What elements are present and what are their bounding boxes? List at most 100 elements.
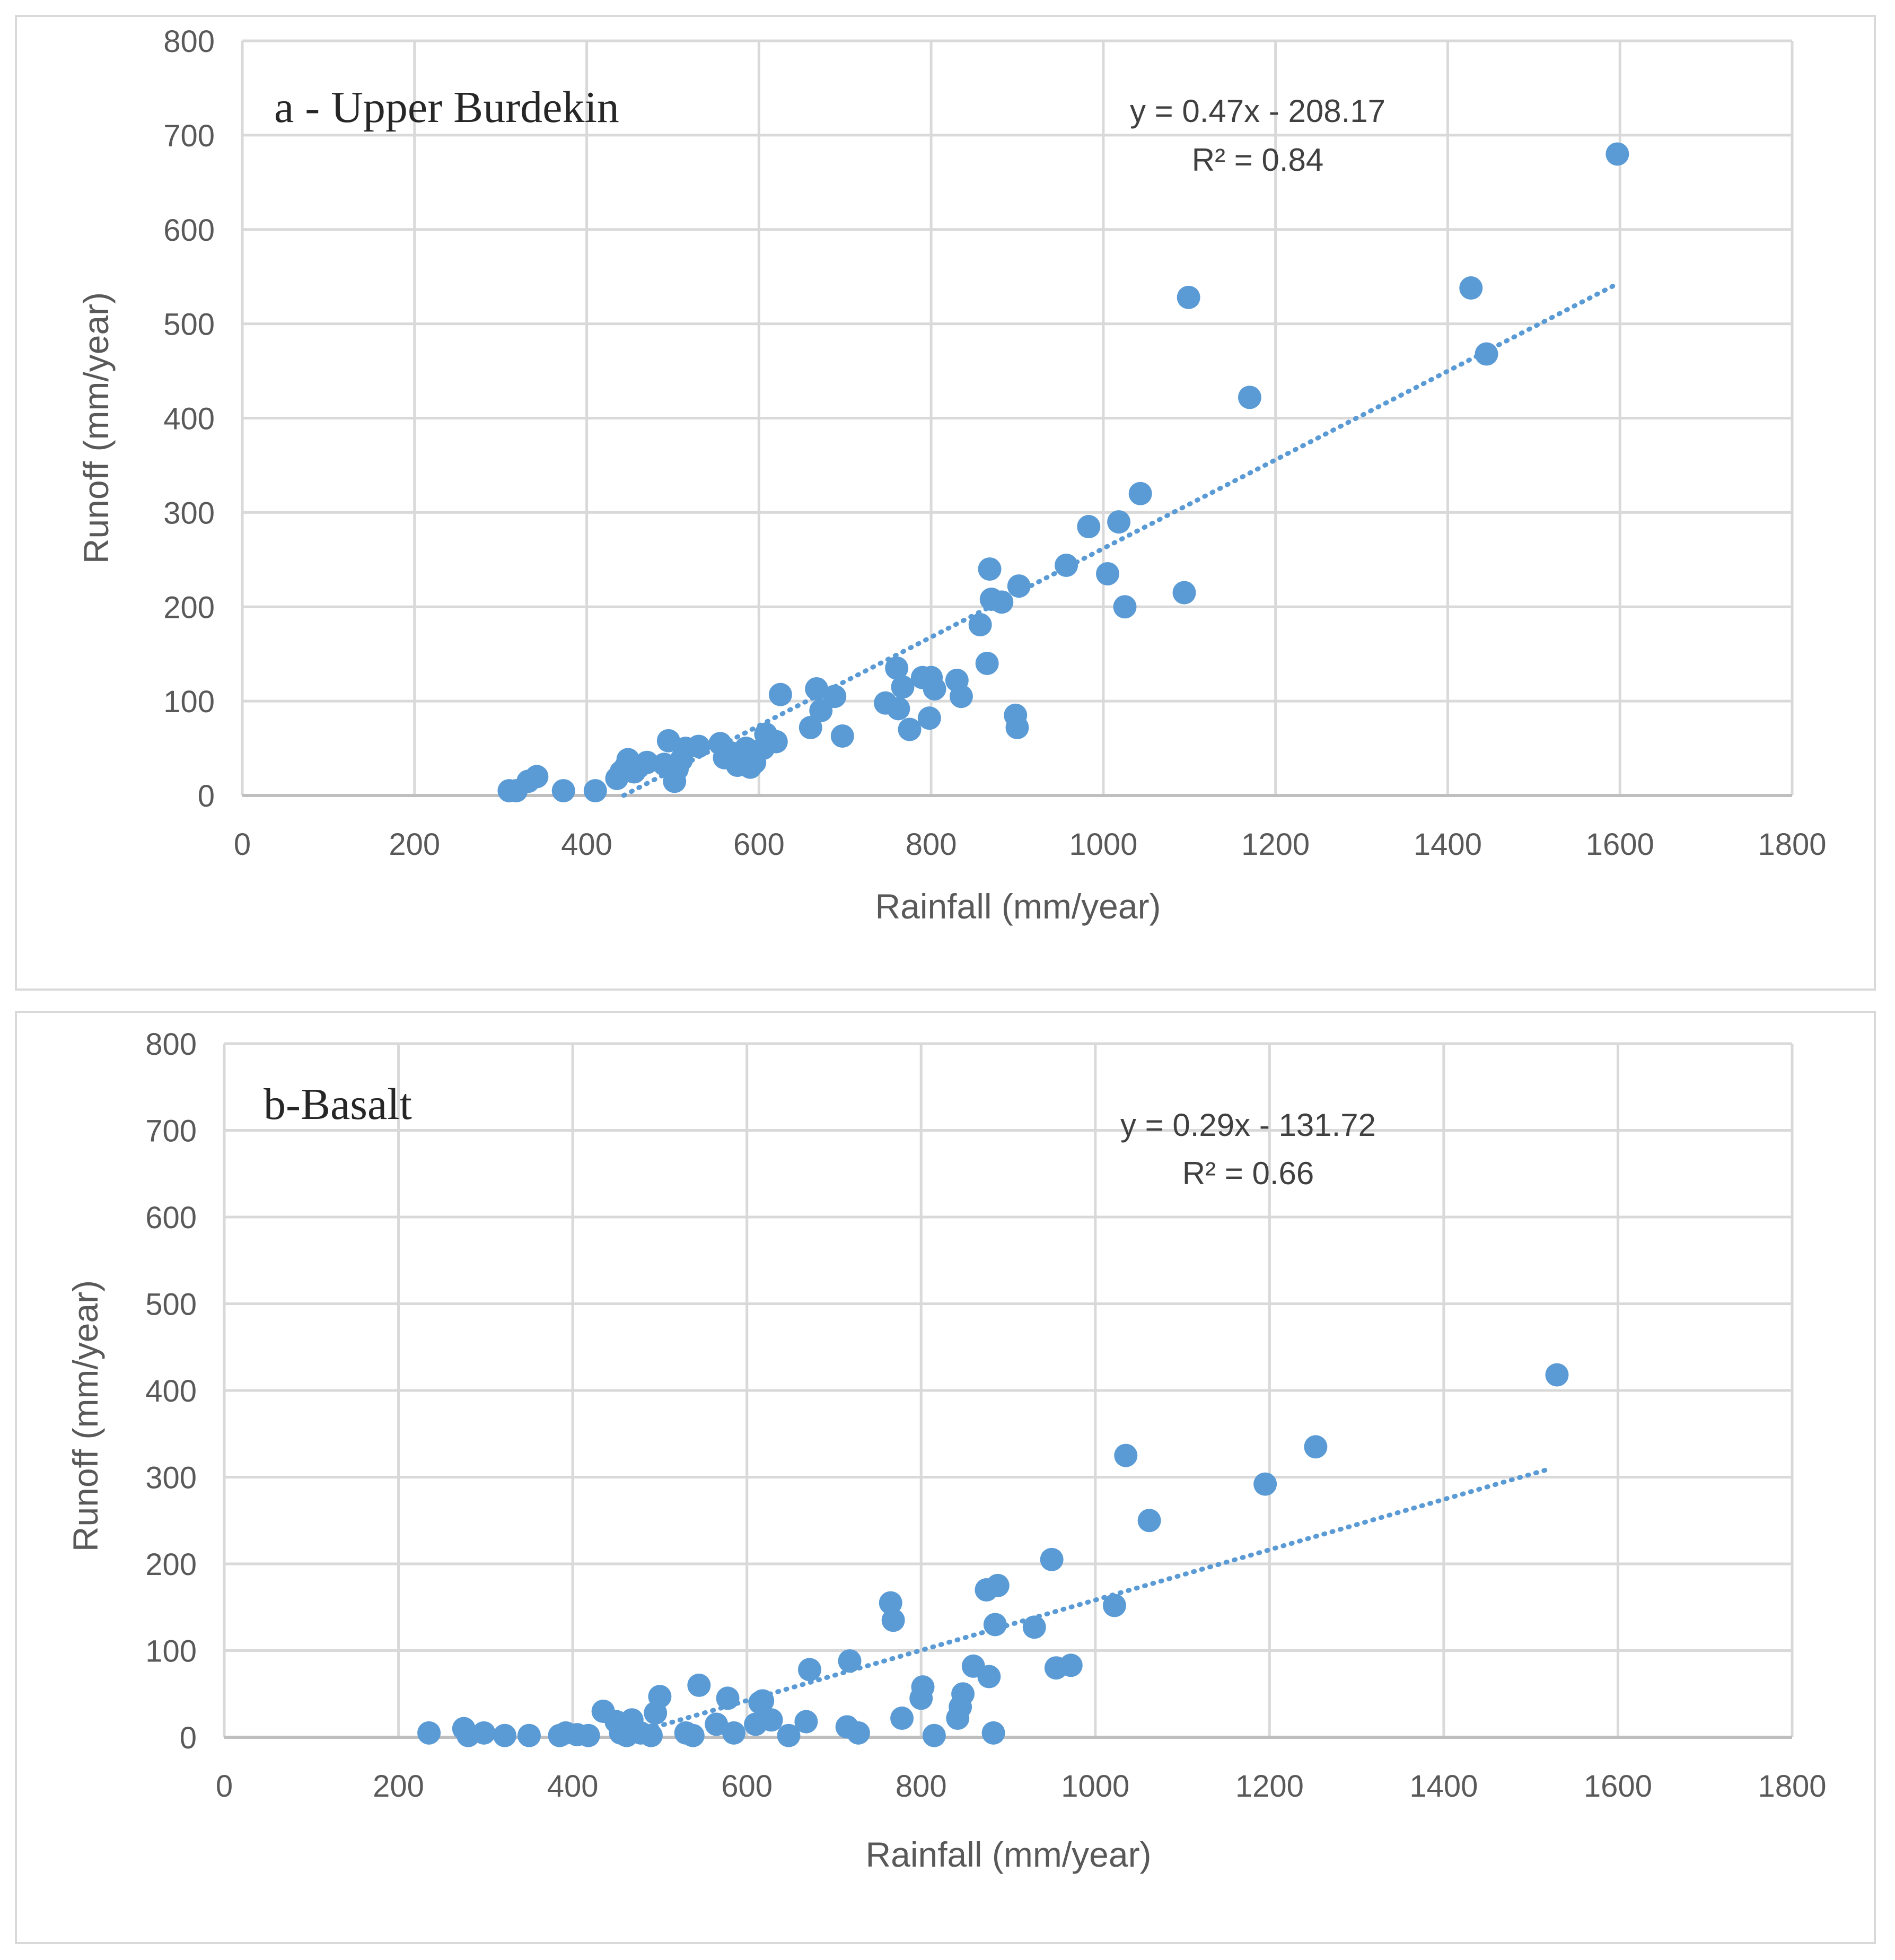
data-point-b xyxy=(1059,1653,1083,1677)
x-axis-title-a: Rainfall (mm/year) xyxy=(875,887,1161,926)
data-point-b xyxy=(951,1682,975,1706)
data-point-a xyxy=(799,715,822,739)
data-point-b xyxy=(493,1723,516,1747)
scatter-chart-a: 0 100 200 300 400 500 600 700 800 0 200 400 600 800 10… xyxy=(76,24,1827,926)
x-tick-label-a: 1000 xyxy=(1069,827,1137,862)
data-point-b xyxy=(797,1658,821,1682)
chart-title-a: a - Upper Burdekin xyxy=(274,83,619,132)
data-point-a xyxy=(635,750,659,774)
data-point-b xyxy=(890,1707,914,1730)
data-point-b xyxy=(981,1721,1005,1745)
y-tick-label-a: 500 xyxy=(163,308,215,342)
data-point-b xyxy=(517,1723,541,1747)
data-point-b xyxy=(681,1723,705,1747)
r-squared-a: R² = 0.84 xyxy=(1192,142,1323,178)
data-point-b xyxy=(751,1689,775,1713)
y-tick-label-a: 700 xyxy=(163,119,215,153)
y-tick-label-b: 800 xyxy=(145,1027,197,1062)
y-tick-label-b: 700 xyxy=(145,1114,197,1149)
y-tick-label-b: 200 xyxy=(145,1547,197,1582)
x-tick-label-a: 1200 xyxy=(1241,827,1310,862)
data-point-b xyxy=(1304,1435,1328,1459)
data-point-b xyxy=(716,1686,740,1710)
y-tick-label-b: 300 xyxy=(145,1461,197,1495)
data-point-a xyxy=(1077,515,1101,539)
data-point-a xyxy=(1113,595,1137,619)
x-tick-label-b: 1400 xyxy=(1409,1769,1478,1804)
x-tick-label-b: 1000 xyxy=(1061,1769,1129,1804)
x-tick-label-a: 400 xyxy=(561,827,612,862)
x-tick-label-b: 200 xyxy=(373,1769,424,1804)
data-point-b xyxy=(759,1708,783,1732)
data-point-b xyxy=(986,1573,1010,1597)
data-point-a xyxy=(823,685,847,708)
data-point-a xyxy=(1005,715,1029,739)
data-point-a xyxy=(1096,562,1120,585)
data-point-b xyxy=(879,1591,902,1615)
trend-equation-b: y = 0.29x - 131.72 xyxy=(1120,1107,1376,1143)
y-tick-label-a: 800 xyxy=(163,24,215,59)
data-point-b xyxy=(417,1721,441,1745)
data-point-a xyxy=(764,730,788,754)
data-point-a xyxy=(830,724,854,748)
data-point-b xyxy=(794,1710,818,1734)
data-point-a xyxy=(687,734,710,758)
trendline-b xyxy=(653,1467,1551,1730)
data-point-b xyxy=(911,1675,935,1699)
data-point-a xyxy=(885,656,909,680)
data-point-a xyxy=(898,718,922,741)
x-tick-label-a: 1800 xyxy=(1758,827,1826,862)
data-point-b xyxy=(648,1685,672,1709)
data-point-b xyxy=(639,1723,663,1747)
data-point-b xyxy=(1040,1547,1064,1571)
chart-title-b: b-Basalt xyxy=(264,1080,412,1129)
data-point-a xyxy=(583,779,607,803)
trendline-a xyxy=(621,281,1620,798)
data-point-b xyxy=(846,1721,870,1745)
x-tick-label-a: 1400 xyxy=(1414,827,1482,862)
data-point-a xyxy=(551,779,575,803)
y-tick-label-a: 300 xyxy=(163,496,215,530)
y-tick-label-a: 100 xyxy=(163,685,215,719)
data-point-a xyxy=(1177,285,1200,309)
data-point-a xyxy=(978,557,1002,581)
data-point-a xyxy=(891,675,915,699)
x-tick-label-a: 800 xyxy=(906,827,957,862)
data-point-b xyxy=(722,1721,746,1745)
data-point-a xyxy=(1475,342,1498,366)
scatter-chart-b: 0 100 200 300 400 500 600 700 800 0 200 400 600 800 10… xyxy=(66,1027,1827,1874)
x-tick-label-b: 800 xyxy=(896,1769,947,1804)
data-point-a xyxy=(1007,574,1031,598)
data-point-a xyxy=(1238,386,1261,409)
data-point-b xyxy=(1137,1509,1161,1533)
y-tick-label-a: 400 xyxy=(163,402,215,436)
data-point-b xyxy=(777,1723,801,1747)
data-point-b xyxy=(1545,1363,1569,1387)
chart-panel-b: 0 100 200 300 400 500 600 700 800 0 200 400 600 800 10… xyxy=(15,1011,1876,1944)
x-tick-label-a: 600 xyxy=(733,827,785,862)
x-tick-label-b: 400 xyxy=(547,1769,599,1804)
y-tick-label-a: 0 xyxy=(198,779,215,813)
data-point-a xyxy=(1128,482,1152,505)
data-point-a xyxy=(1107,510,1131,534)
data-point-b xyxy=(687,1673,711,1697)
y-tick-label-b: 600 xyxy=(145,1201,197,1235)
x-tick-label-b: 1200 xyxy=(1235,1769,1304,1804)
data-point-a xyxy=(1606,142,1629,166)
trend-equation-a: y = 0.47x - 208.17 xyxy=(1130,93,1385,129)
x-tick-label-a: 200 xyxy=(389,827,440,862)
y-tick-label-a: 200 xyxy=(163,590,215,625)
data-point-b xyxy=(1102,1594,1126,1617)
data-point-b xyxy=(576,1723,600,1747)
data-point-a xyxy=(1172,581,1196,605)
data-point-b xyxy=(881,1608,905,1632)
x-tick-label-a: 1600 xyxy=(1586,827,1654,862)
data-point-b xyxy=(472,1721,496,1745)
data-point-a xyxy=(968,613,992,637)
x-axis-title-b: Rainfall (mm/year) xyxy=(865,1835,1151,1874)
data-point-a xyxy=(887,697,910,721)
data-point-b xyxy=(1253,1472,1277,1496)
y-axis-title-a: Runoff (mm/year) xyxy=(76,292,116,564)
data-point-b xyxy=(705,1712,729,1736)
x-tick-label-b: 1600 xyxy=(1584,1769,1652,1804)
